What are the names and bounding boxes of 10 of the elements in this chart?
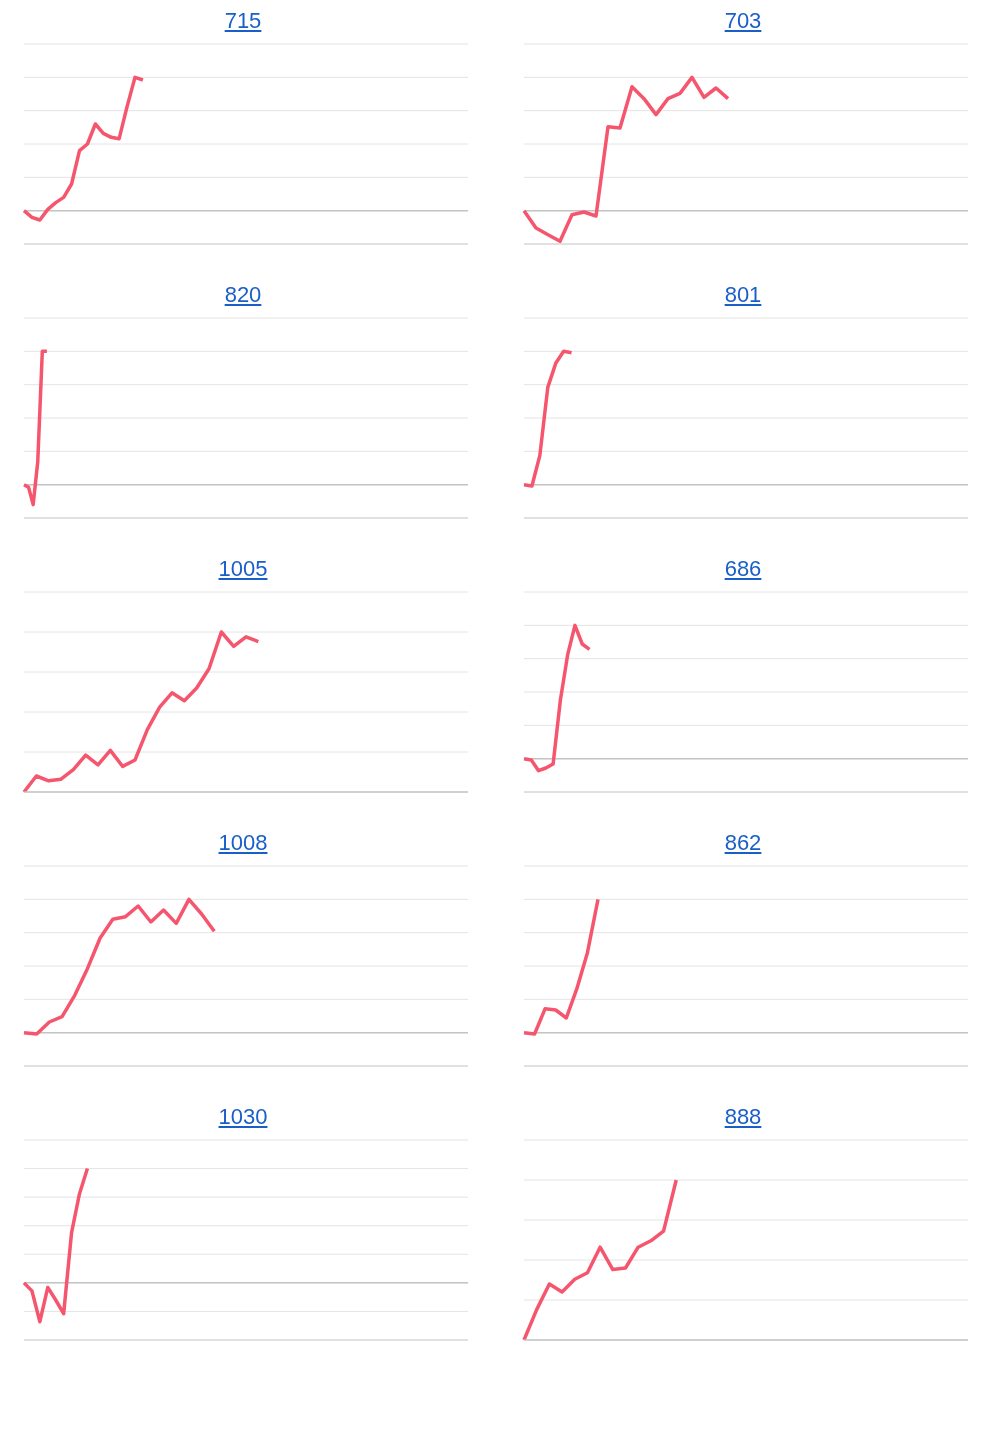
chart-title: 1005: [217, 556, 269, 583]
chart-title: 1008: [217, 830, 269, 857]
chart-title: 1030: [217, 1104, 269, 1131]
chart-title: 888: [723, 1104, 763, 1131]
chart-title: 686: [723, 556, 763, 583]
chart-title: 820: [223, 282, 263, 309]
chart-title: 715: [223, 8, 263, 35]
chart-title: 703: [723, 8, 763, 35]
chart-title: 801: [723, 282, 763, 309]
chart-title: 862: [723, 830, 763, 857]
